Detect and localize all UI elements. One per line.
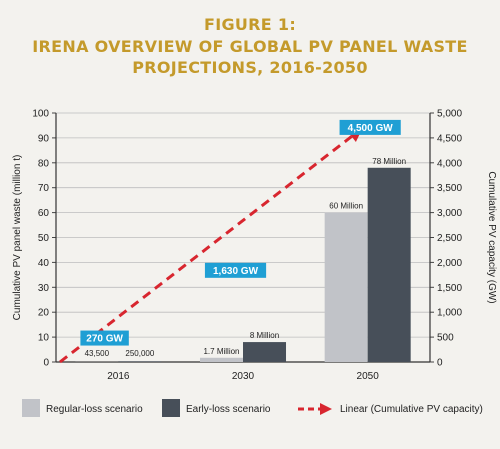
bar-early-loss — [243, 342, 287, 362]
capacity-label: 4,500 GW — [348, 123, 394, 134]
y2-tick-label: 1,500 — [437, 283, 462, 294]
capacity-label: 270 GW — [86, 334, 123, 345]
y-tick-label: 30 — [38, 283, 50, 294]
capacity-label: 1,630 GW — [213, 266, 259, 277]
y-tick-label: 70 — [38, 183, 50, 194]
y-tick-label: 40 — [38, 258, 50, 269]
legend-swatch-regular — [22, 399, 40, 417]
legend-swatch-early — [162, 399, 180, 417]
chart-title-line2: PROJECTIONS, 2016-2050 — [132, 58, 368, 77]
capacity-label-box — [80, 330, 129, 346]
capacity-label-box — [204, 262, 267, 278]
y-tick-label: 90 — [38, 133, 50, 144]
y2-tick-label: 500 — [437, 333, 454, 344]
capacity-label-box — [339, 119, 401, 135]
y2-tick-label: 4,500 — [437, 133, 462, 144]
y-tick-label: 0 — [43, 358, 49, 369]
y2-tick-label: 3,500 — [437, 183, 462, 194]
y2-axis-title: Cumulative PV capacity (GW) — [486, 171, 497, 303]
x-tick-label: 2016 — [107, 371, 130, 382]
bar-regular-loss — [324, 212, 368, 362]
bar-data-label: 60 Million — [329, 202, 363, 211]
figure-label: FIGURE 1: — [203, 15, 297, 34]
y-tick-label: 100 — [32, 109, 49, 120]
bar-data-label: 8 Million — [250, 331, 279, 340]
chart-legend: Regular-loss scenario Early-loss scenari… — [0, 399, 500, 423]
y-tick-label: 20 — [38, 308, 50, 319]
bar-data-label: 78 Million — [372, 157, 406, 166]
bar-data-label: 1.7 Million — [203, 347, 239, 356]
legend-line-icon — [298, 403, 332, 415]
legend-label-regular: Regular-loss scenario — [46, 404, 143, 415]
bar-data-label: 250,000 — [125, 349, 154, 358]
bar-early-loss — [118, 361, 162, 362]
bar-regular-loss — [199, 357, 243, 362]
y2-tick-label: 4,000 — [437, 158, 462, 169]
x-tick-label: 2030 — [232, 371, 255, 382]
y-tick-label: 80 — [38, 158, 50, 169]
y2-tick-label: 2,500 — [437, 233, 462, 244]
legend-label-line: Linear (Cumulative PV capacity) — [340, 404, 483, 415]
y2-tick-label: 5,000 — [437, 109, 462, 120]
y2-tick-label: 1,000 — [437, 308, 462, 319]
y-tick-label: 60 — [38, 208, 50, 219]
y2-tick-label: 3,000 — [437, 208, 462, 219]
y2-tick-label: 2,000 — [437, 258, 462, 269]
y-tick-label: 50 — [38, 233, 50, 244]
y2-tick-label: 0 — [437, 358, 443, 369]
y-tick-label: 10 — [38, 333, 50, 344]
bar-early-loss — [367, 167, 411, 362]
legend-label-early: Early-loss scenario — [186, 404, 271, 415]
x-tick-label: 2050 — [357, 371, 380, 382]
trend-line — [59, 135, 353, 364]
chart-title-line1: IRENA OVERVIEW OF GLOBAL PV PANEL WASTE — [32, 37, 468, 56]
y-axis-title: Cumulative PV panel waste (million t) — [12, 155, 23, 321]
bar-data-label: 43,500 — [85, 349, 110, 358]
